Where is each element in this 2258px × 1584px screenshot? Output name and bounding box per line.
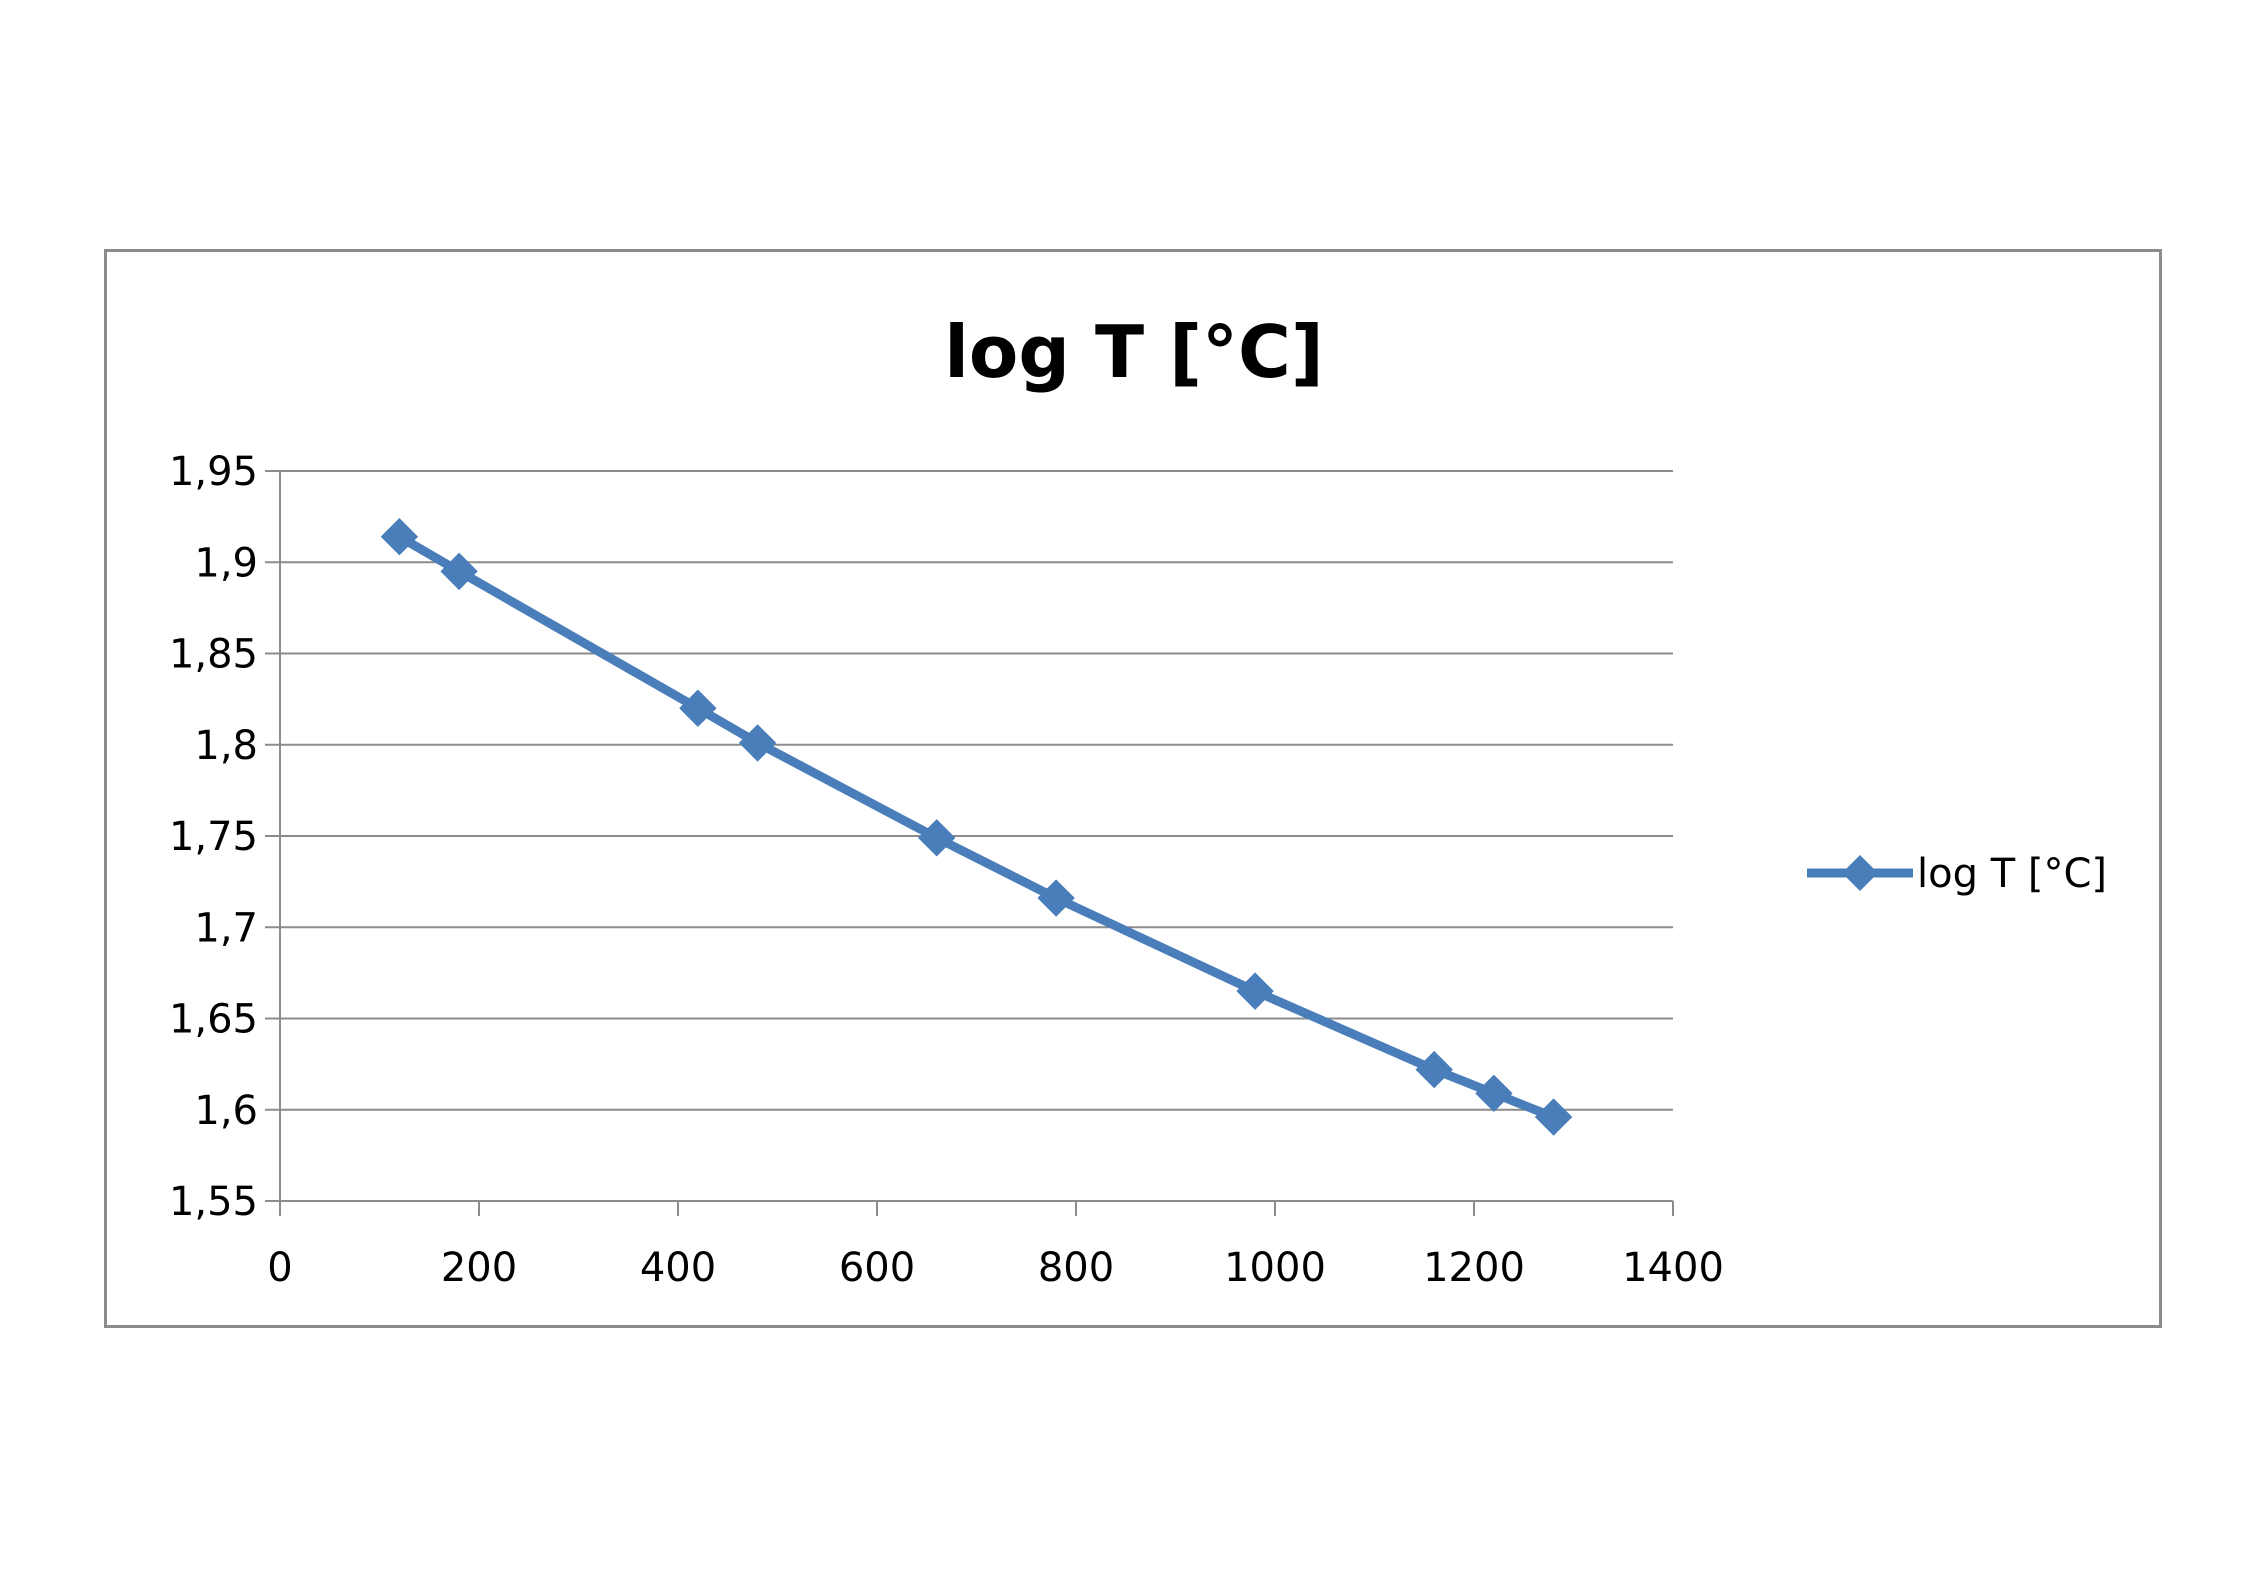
data-point bbox=[679, 689, 717, 727]
x-tick-label: 200 bbox=[441, 1245, 517, 1291]
y-tick-label: 1,85 bbox=[169, 632, 258, 678]
y-tick-label: 1,9 bbox=[194, 540, 258, 586]
legend-marker-diamond bbox=[1842, 855, 1878, 891]
y-tick-label: 1,8 bbox=[194, 723, 258, 769]
data-point bbox=[1475, 1074, 1513, 1113]
x-tick-label: 400 bbox=[640, 1245, 716, 1291]
y-tick-label: 1,55 bbox=[169, 1179, 258, 1225]
data-point bbox=[1037, 879, 1075, 917]
y-tick-label: 1,65 bbox=[169, 997, 258, 1043]
data-point bbox=[440, 552, 478, 591]
y-tick-label: 1,7 bbox=[194, 905, 258, 951]
tick-labels: 1,55 1,6 1,65 1,7 1,75 1,8 1,85 1,9 1,95 0 200 400 6… bbox=[169, 449, 1724, 1291]
chart-frame: log T [°C] 1,55 1,6 1,65 1,7 1,75 1,8 1,85 1,9 1… bbox=[104, 249, 2162, 1328]
data-point bbox=[380, 517, 419, 556]
axes bbox=[265, 470, 1674, 1216]
data-point bbox=[1415, 1050, 1453, 1089]
data-point bbox=[738, 724, 777, 762]
legend: log T [°C] bbox=[1807, 851, 2107, 897]
data-point bbox=[1534, 1098, 1573, 1136]
x-tick-label: 1400 bbox=[1622, 1245, 1724, 1291]
chart-title: log T [°C] bbox=[944, 310, 1324, 394]
x-tick-label: 600 bbox=[839, 1245, 915, 1291]
series-line bbox=[394, 532, 1559, 1122]
y-tick-label: 1,75 bbox=[169, 814, 258, 860]
x-tick-label: 1200 bbox=[1423, 1245, 1525, 1291]
x-tick-label: 1000 bbox=[1224, 1245, 1326, 1291]
data-point bbox=[917, 819, 956, 857]
x-tick-label: 800 bbox=[1038, 1245, 1114, 1291]
line-chart: log T [°C] 1,551,61,651,71,751,81,851,91… bbox=[169, 310, 2107, 1291]
legend-label: log T [°C] bbox=[1917, 851, 2107, 897]
series-layer bbox=[380, 517, 1573, 1136]
grid-lines bbox=[280, 470, 1673, 1111]
y-tick-label: 1,95 bbox=[169, 449, 258, 495]
data-point bbox=[1236, 972, 1274, 1010]
y-tick-label: 1,6 bbox=[194, 1088, 258, 1134]
x-tick-label: 0 bbox=[267, 1245, 292, 1291]
